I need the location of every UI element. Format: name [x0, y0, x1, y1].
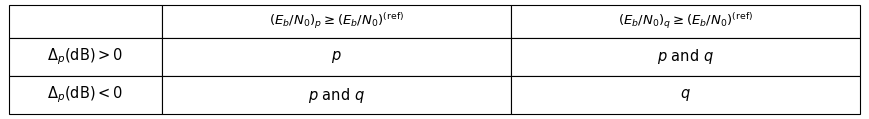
Bar	[162, 5, 511, 38]
Text: $p$: $p$	[331, 49, 342, 65]
Text: $\Delta_p(\mathrm{dB}) > 0$: $\Delta_p(\mathrm{dB}) > 0$	[47, 46, 123, 67]
Bar	[9, 76, 162, 114]
Text: $(E_b/N_0)_q \geq (E_b/N_0)^{\mathrm{(ref)}}$: $(E_b/N_0)_q \geq (E_b/N_0)^{\mathrm{(re…	[618, 11, 753, 31]
Bar	[511, 38, 860, 76]
Bar	[162, 38, 511, 76]
Bar	[9, 5, 162, 38]
Text: $p$ and $q$: $p$ and $q$	[657, 47, 714, 66]
Bar	[162, 76, 511, 114]
Bar	[511, 76, 860, 114]
Text: $q$: $q$	[680, 87, 691, 103]
Bar	[511, 5, 860, 38]
Text: $(E_b/N_0)_p \geq (E_b/N_0)^{\mathrm{(ref)}}$: $(E_b/N_0)_p \geq (E_b/N_0)^{\mathrm{(re…	[269, 11, 404, 31]
Text: $\Delta_p(\mathrm{dB}) < 0$: $\Delta_p(\mathrm{dB}) < 0$	[47, 85, 123, 105]
Text: $p$ and $q$: $p$ and $q$	[308, 86, 365, 105]
Bar	[9, 38, 162, 76]
